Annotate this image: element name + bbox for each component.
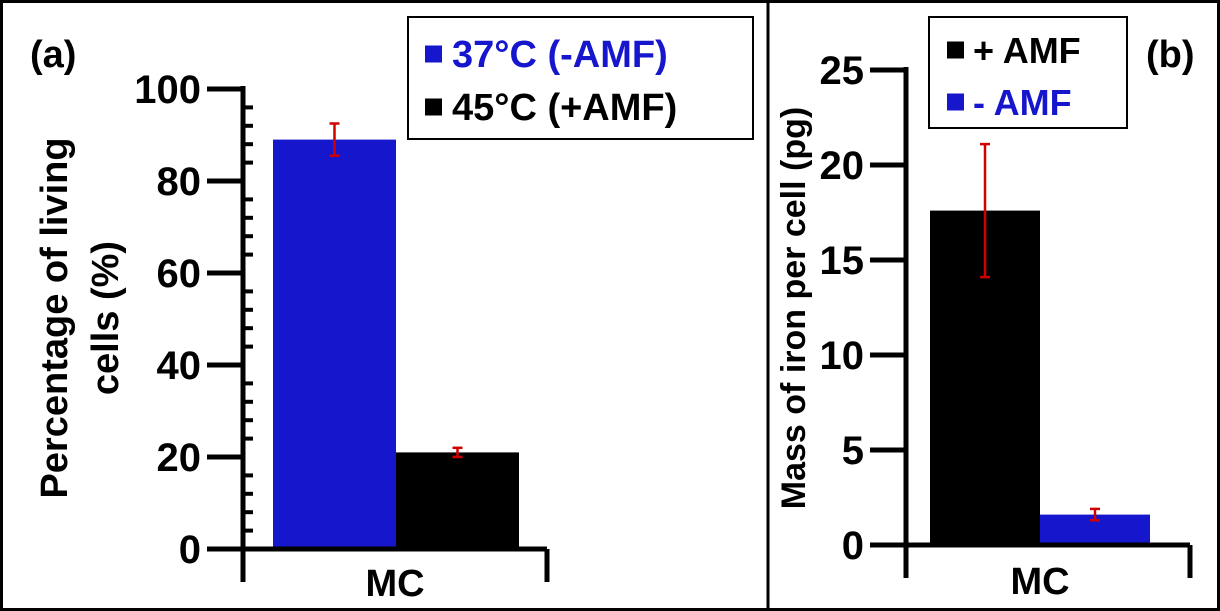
- legend-label: + AMF: [973, 30, 1081, 71]
- legend-box: [407, 16, 754, 140]
- y-tick-label: 60: [157, 252, 202, 296]
- legend-swatch: [947, 41, 964, 59]
- y-tick-label: 40: [157, 344, 202, 388]
- bar: [396, 452, 519, 549]
- y-tick-label: 0: [842, 524, 864, 568]
- panel-label: (a): [30, 34, 76, 76]
- x-category-label: MC: [1010, 561, 1069, 603]
- bar: [273, 139, 396, 549]
- legend-swatch: [425, 98, 442, 116]
- y-tick-label: 25: [820, 49, 865, 93]
- y-tick-label: 100: [134, 68, 201, 112]
- legend-label: 45°C (+AMF): [452, 87, 677, 129]
- panel-a: (a) 0 20 40 60 80 100 MC Percentage of living cel…: [30, 16, 754, 605]
- legend-label: - AMF: [973, 82, 1072, 123]
- y-axis-label: cells (%): [85, 241, 127, 395]
- panel-label: (b): [1146, 34, 1195, 76]
- y-tick-label: 20: [820, 144, 865, 188]
- y-tick-label: 80: [157, 160, 202, 204]
- y-tick-label: 15: [820, 239, 865, 283]
- legend-swatch: [425, 45, 442, 63]
- y-tick-label: 10: [820, 334, 865, 378]
- y-tick-label: 0: [179, 528, 201, 572]
- legend-swatch: [947, 93, 964, 111]
- panel-b: (b) 0 5 10 15 20 25 MC Mass of iron per cell (pg…: [775, 16, 1195, 603]
- y-axis-label: Mass of iron per cell (pg): [775, 107, 813, 509]
- y-axis-label: Percentage of living: [34, 137, 76, 498]
- legend-label: 37°C (-AMF): [452, 34, 668, 76]
- y-tick-label: 5: [842, 429, 864, 473]
- x-category-label: MC: [365, 563, 424, 605]
- y-tick-label: 20: [157, 436, 202, 480]
